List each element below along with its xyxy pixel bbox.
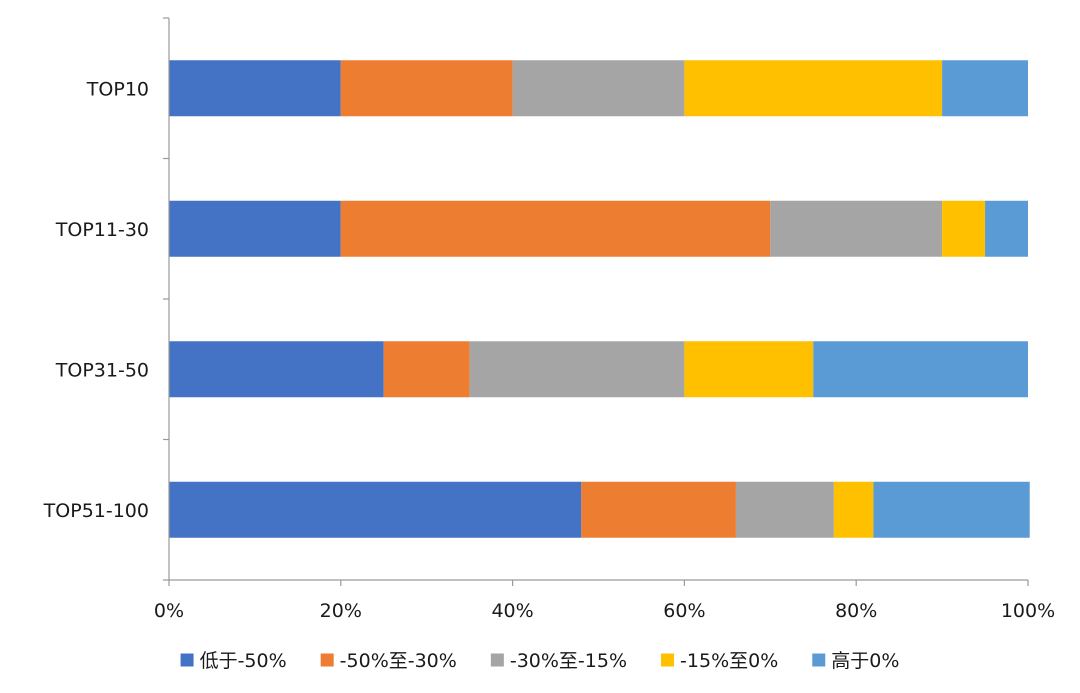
legend-swatch [661,653,675,667]
bar-segment [833,481,874,538]
bar-segment [684,60,943,117]
x-tick-label: 20% [320,600,362,622]
legend-label: -50%至-30% [340,650,457,672]
bar-segment [942,200,986,257]
bar-segment [942,60,1028,117]
legend-label: -15%至0% [680,650,778,672]
bar-segment [985,200,1028,257]
category-label: TOP10 [86,78,149,100]
bar-segment [169,481,582,538]
category-label: TOP51-100 [43,500,149,522]
bar-segment [340,60,513,117]
bar-segment [770,200,943,257]
bars-group [169,60,1030,538]
x-tick-labels-group: 0% 20% 40% 60% 80% 100% [154,600,1055,622]
x-tick-label: 60% [663,600,705,622]
x-tick-label: 100% [1001,600,1055,622]
legend-label: 高于0% [831,650,899,672]
bar-segment [340,200,771,257]
category-labels-group: TOP10 TOP11-30 TOP31-50 TOP51-100 [43,78,149,522]
legend-swatch [180,653,194,667]
category-label: TOP31-50 [55,359,149,381]
x-tick-label: 0% [154,600,184,622]
legend-label: 低于-50% [200,650,287,672]
bar-segment [169,200,341,257]
bar-segment [383,341,470,398]
category-label: TOP11-30 [55,219,149,241]
bar-segment [684,341,814,398]
legend-label: -30%至-15% [510,650,627,672]
bar-segment [469,341,685,398]
x-tick-label: 40% [491,600,533,622]
legend-swatch [320,653,334,667]
legend: 低于-50% -50%至-30% -30%至-15% -15%至0% 高于0% [180,650,899,672]
bar-segment [581,481,736,538]
bar-segment [512,60,685,117]
bar-segment [735,481,834,538]
bar-segment [813,341,1028,398]
axes-group [163,17,1029,586]
legend-swatch [812,653,826,667]
x-tick-label: 80% [835,600,877,622]
bar-segment [873,481,1030,538]
bar-segment [169,341,384,398]
legend-swatch [490,653,504,667]
bar-segment [169,60,341,117]
